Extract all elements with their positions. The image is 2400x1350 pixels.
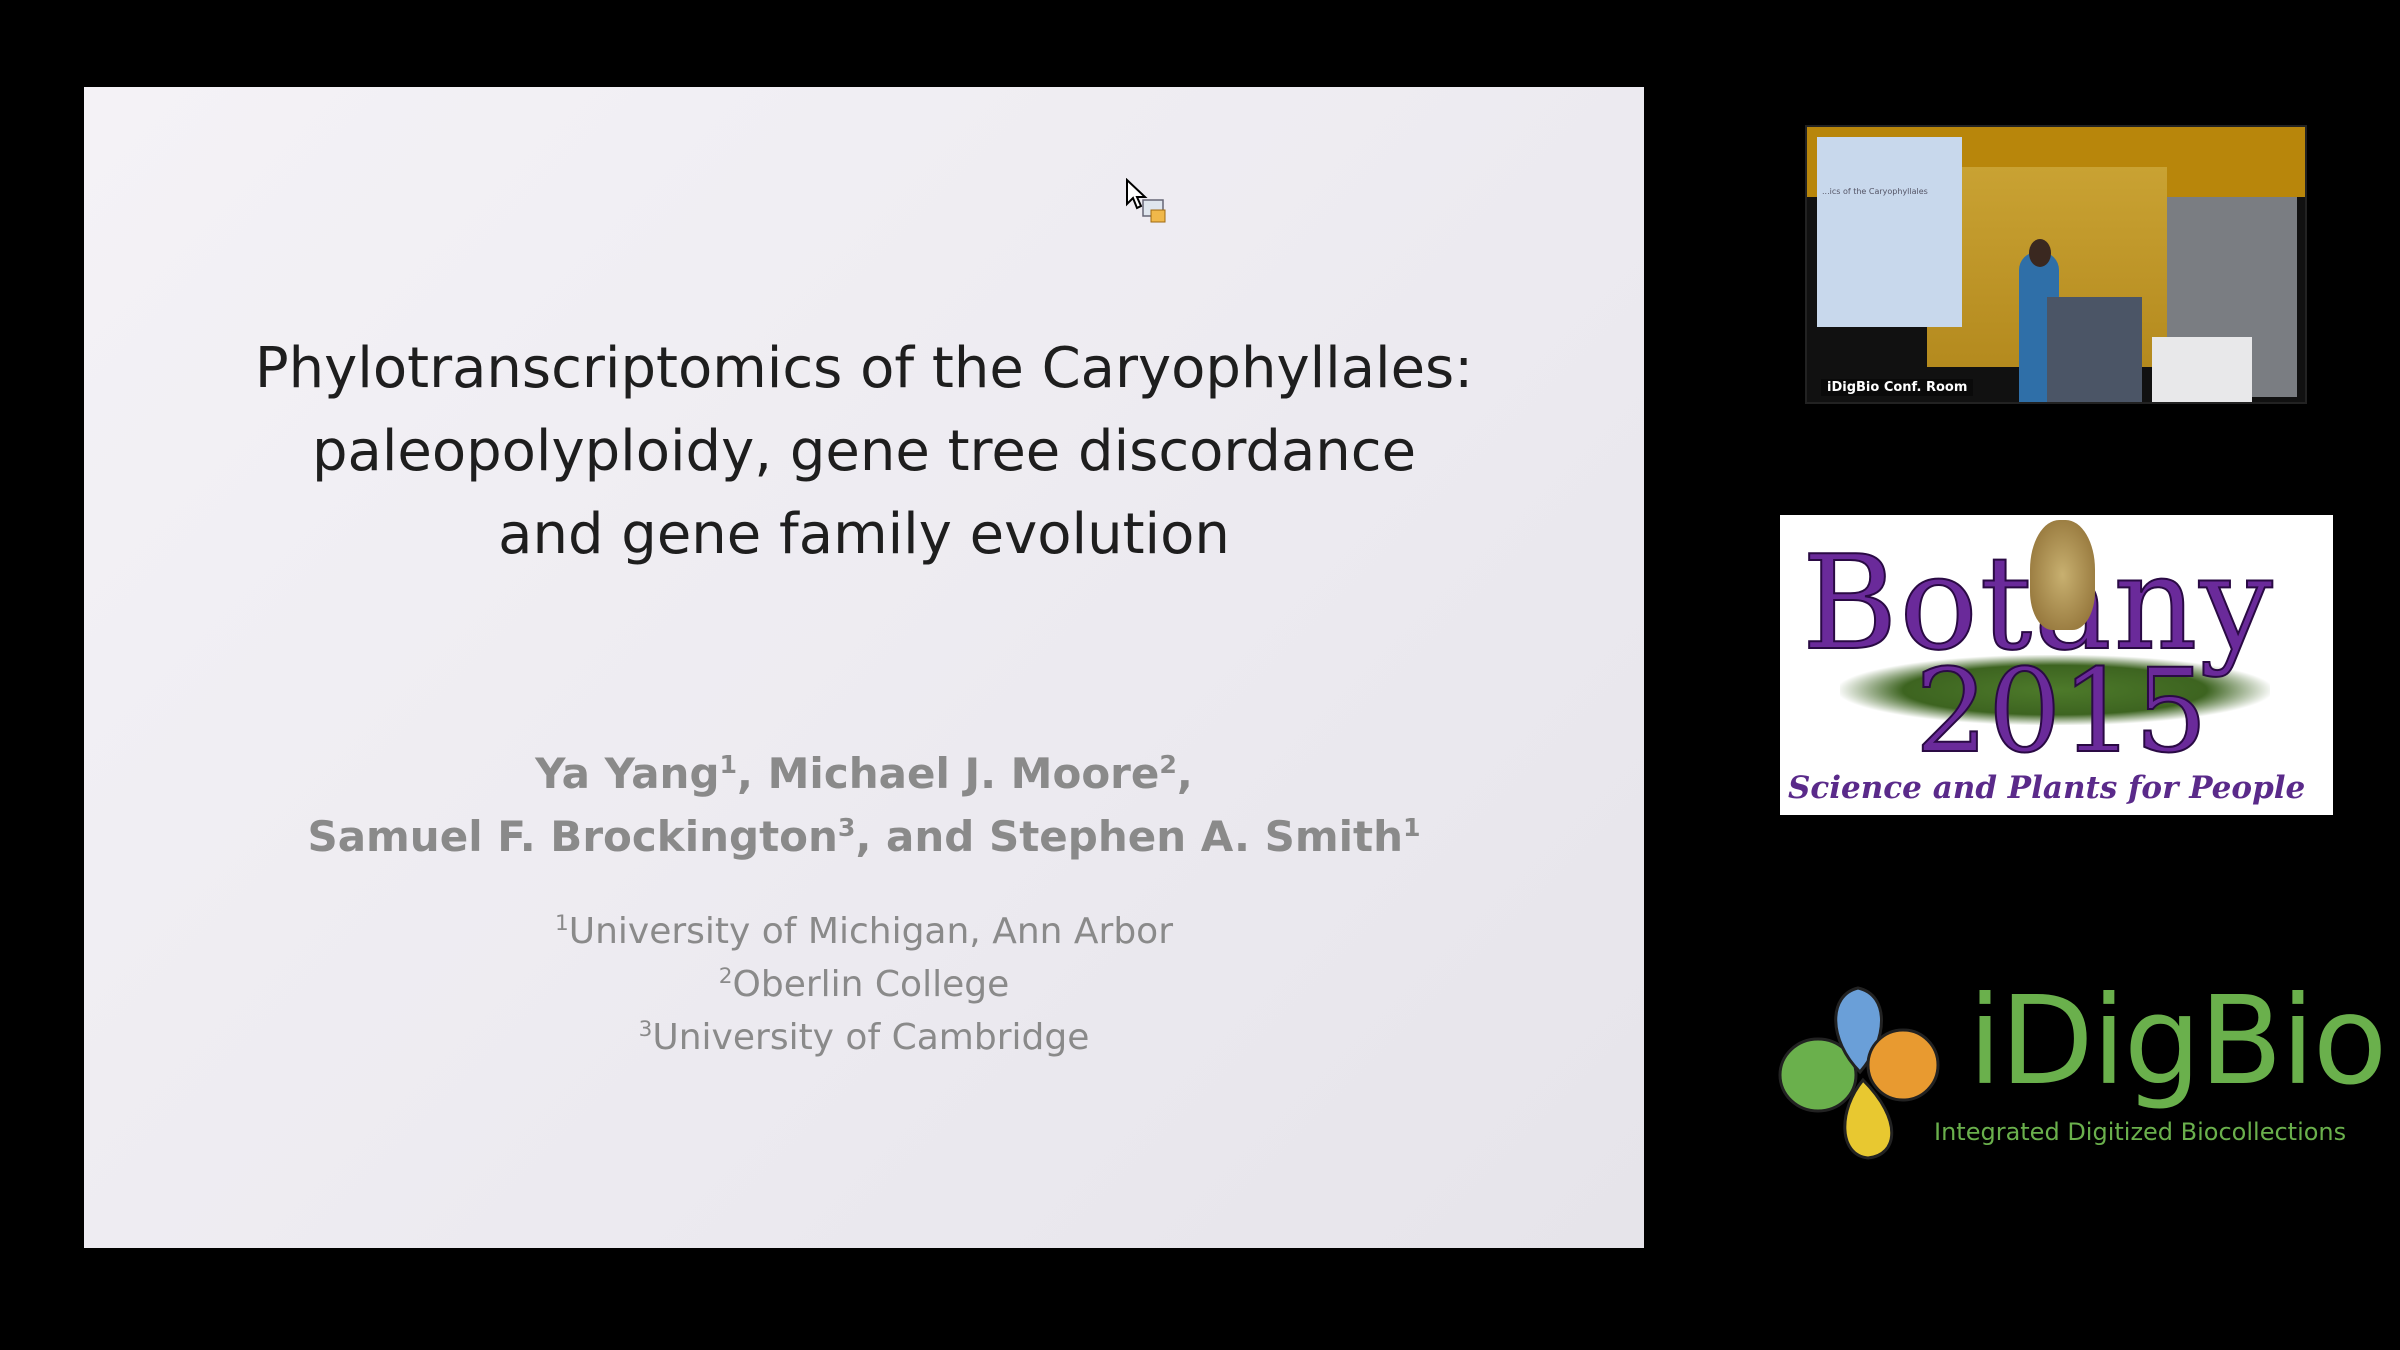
author-name: Stephen A. Smith [988,812,1404,861]
author-name: Samuel F. Brockington [307,812,838,861]
logo-subtitle: Integrated Digitized Biocollections [1934,1118,2347,1146]
title-line: paleopolyploidy, gene tree discordance [311,419,1417,484]
separator: , [1176,749,1193,798]
title-line: and gene family evolution [498,502,1230,567]
affiliation: Oberlin College [732,964,1010,1005]
affil-sup: 2 [718,964,733,989]
author-sup: 1 [719,750,738,779]
logo-year: 2015 [1914,644,2209,780]
idigbio-logo: iDigBio Integrated Digitized Biocollecti… [1778,970,2387,1160]
separator: , [737,749,768,798]
affil-sup: 3 [638,1017,653,1042]
affiliation: University of Michigan, Ann Arbor [568,911,1174,952]
author-sup: 3 [837,813,856,842]
author-sup: 2 [1159,750,1177,779]
idigbio-emblem-icon [1778,986,1940,1160]
author-name: Ya Yang [535,749,720,798]
projector-screen: ...ics of the Caryophyllales [1817,137,1962,327]
title-line: Phylotranscriptomics of the Caryophyllal… [254,336,1474,401]
authors: Ya Yang1, Michael J. Moore2, Samuel F. B… [84,742,1644,868]
logo-text: iDigBio [1968,970,2387,1112]
author-name: Michael J. Moore [767,749,1160,798]
screen-text: ...ics of the Caryophyllales [1822,187,1928,196]
slide-title: Phylotranscriptomics of the Caryophyllal… [84,327,1644,576]
podium [2047,297,2142,402]
webcam-label: iDigBio Conf. Room [1821,379,1974,396]
affiliations: 1University of Michigan, Ann Arbor 2Ober… [84,905,1644,1064]
affil-sup: 1 [554,911,569,936]
separator: , and [855,812,989,861]
fern-icon [1840,655,2270,725]
presentation-slide: Phylotranscriptomics of the Caryophyllal… [84,87,1644,1248]
mouse-cursor-icon [1126,178,1166,223]
affiliation: University of Cambridge [652,1017,1090,1058]
botany-2015-logo: Botany 2015 Science and Plants for Peopl… [1780,515,2333,815]
logo-tagline: Science and Plants for People [1788,770,2306,806]
morel-mushroom-icon [2030,520,2095,630]
webcam-video: ...ics of the Caryophyllales iDigBio Con… [1805,125,2307,404]
author-sup: 1 [1403,813,1421,842]
